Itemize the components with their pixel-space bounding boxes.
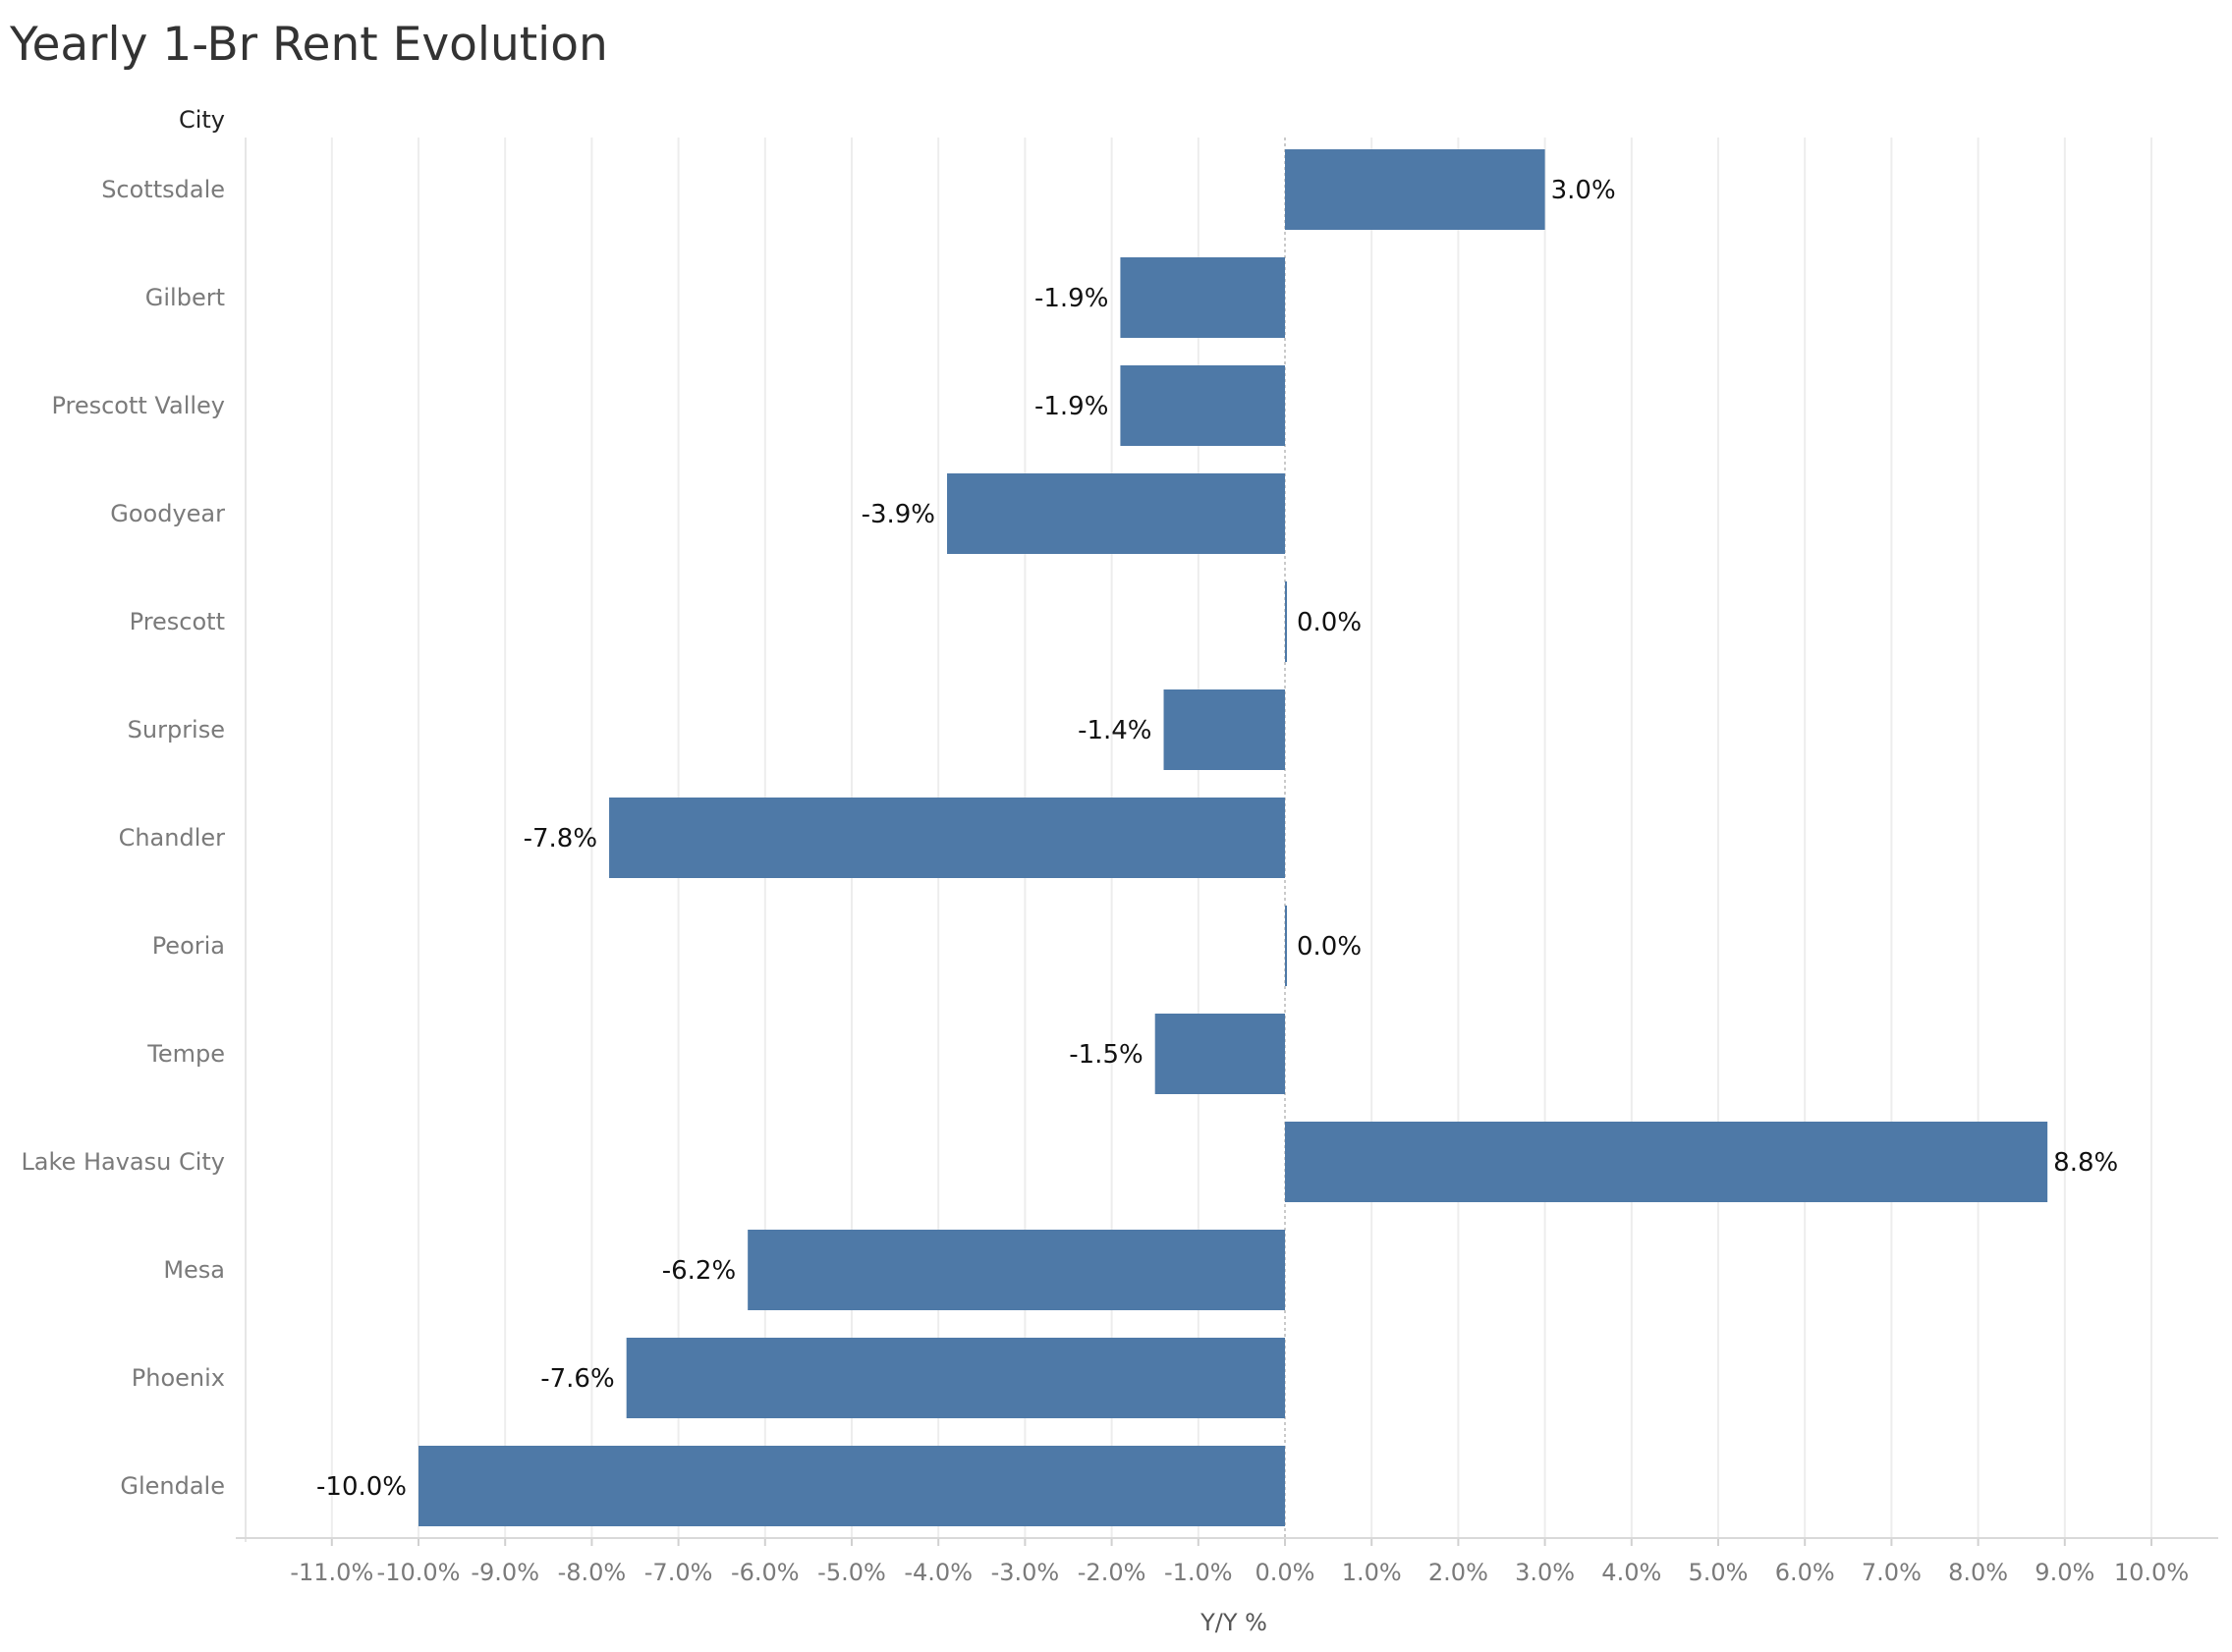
x-tick-label: -7.0% [644, 1559, 713, 1586]
category-label: Scottsdale [101, 176, 225, 203]
x-tick-label: 2.0% [1428, 1559, 1488, 1586]
category-label: Goodyear [110, 500, 225, 527]
x-tick-label: -6.0% [731, 1559, 800, 1586]
category-label: Surprise [128, 716, 225, 743]
data-label: 8.8% [2053, 1148, 2118, 1178]
x-tick-label: 6.0% [1775, 1559, 1835, 1586]
x-tick-label: -3.0% [991, 1559, 1060, 1586]
category-label: Gilbert [145, 284, 225, 311]
data-label: -6.2% [662, 1256, 736, 1286]
bar-glendale[interactable] [418, 1446, 1285, 1526]
bar-prescott[interactable] [1285, 581, 1287, 662]
bar-mesa[interactable] [748, 1230, 1285, 1310]
x-tick-label: 3.0% [1515, 1559, 1575, 1586]
x-tick-label: -9.0% [471, 1559, 539, 1586]
x-tick-label: 5.0% [1689, 1559, 1749, 1586]
data-label: -7.6% [540, 1364, 614, 1394]
category-label: Prescott [130, 608, 225, 635]
labels: Scottsdale 3.0% Gilbert -1.9% Prescott Valle… [21, 176, 2118, 1502]
x-tick-label: -11.0% [290, 1559, 373, 1586]
bar-phoenix[interactable] [626, 1338, 1285, 1418]
x-tick-label: 4.0% [1601, 1559, 1661, 1586]
x-axis-title: Y/Y % [1200, 1609, 1267, 1636]
bar-surprise[interactable] [1163, 689, 1285, 770]
x-tick-label: -5.0% [817, 1559, 886, 1586]
data-label: -3.9% [862, 500, 935, 529]
x-tick-label: -2.0% [1078, 1559, 1146, 1586]
category-label: Chandler [119, 824, 226, 852]
bar-prescott-valley[interactable] [1120, 365, 1285, 446]
data-label: -1.4% [1078, 716, 1151, 745]
category-label: Prescott Valley [51, 392, 225, 419]
data-label: 0.0% [1297, 932, 1362, 962]
bar-chandler[interactable] [609, 798, 1285, 878]
chart-title: Yearly 1-Br Rent Evolution [10, 18, 608, 72]
category-label: Phoenix [132, 1364, 225, 1392]
bar-scottsdale[interactable] [1285, 149, 1545, 230]
data-label: -7.8% [524, 824, 597, 854]
data-label: -1.9% [1034, 284, 1108, 313]
category-label: Peoria [152, 932, 225, 960]
x-tick-label: 9.0% [2035, 1559, 2094, 1586]
category-label: Lake Havasu City [21, 1148, 225, 1176]
data-label: 0.0% [1297, 608, 1362, 637]
x-tick-label: 10.0% [2114, 1559, 2189, 1586]
x-tick-label: 8.0% [1948, 1559, 2008, 1586]
data-label: -1.5% [1069, 1040, 1143, 1070]
axes: -11.0% -10.0% -9.0% -8.0% -7.0% -6.0% -5.0% -4.… [236, 138, 2218, 1586]
x-tick-label: 1.0% [1342, 1559, 1402, 1586]
row-header-label: City [179, 106, 225, 134]
data-label: -10.0% [316, 1472, 407, 1502]
category-label: Glendale [120, 1472, 225, 1500]
bar-lake-havasu-city[interactable] [1285, 1122, 2048, 1202]
category-label: Tempe [146, 1040, 225, 1068]
category-label: Mesa [163, 1256, 225, 1284]
data-label: -1.9% [1034, 392, 1108, 421]
data-label: 3.0% [1551, 176, 1616, 205]
x-tick-label: 0.0% [1256, 1559, 1315, 1586]
bar-peoria[interactable] [1285, 906, 1287, 986]
bar-goodyear[interactable] [947, 473, 1285, 554]
x-tick-label: -10.0% [377, 1559, 461, 1586]
x-tick-label: -8.0% [558, 1559, 627, 1586]
x-tick-label: -1.0% [1164, 1559, 1233, 1586]
x-tick-label: 7.0% [1862, 1559, 1922, 1586]
bar-tempe[interactable] [1154, 1014, 1285, 1094]
bar-gilbert[interactable] [1120, 257, 1285, 338]
x-tick-label: -4.0% [904, 1559, 973, 1586]
bars [418, 149, 2048, 1526]
